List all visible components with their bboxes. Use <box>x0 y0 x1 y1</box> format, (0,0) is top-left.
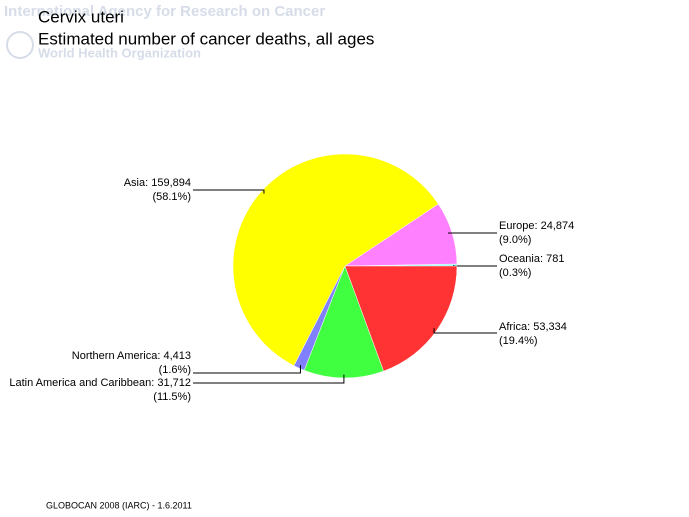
value-label: Europe: 24,874 <box>499 220 574 232</box>
leader-line <box>193 365 301 374</box>
value-label: Asia: 159,894 <box>124 177 191 189</box>
leader-line <box>448 232 497 234</box>
percent-label: (19.4%) <box>499 335 538 347</box>
value-label: Africa: 53,334 <box>499 321 567 333</box>
pie-slice <box>232 153 439 367</box>
footer: GLOBOCAN 2008 (IARC) - 1.6.2011 <box>46 500 192 510</box>
chart-title: Cervix uteri <box>38 7 124 26</box>
leader-line <box>453 265 497 267</box>
percent-label: (11.5%) <box>153 391 191 403</box>
percent-label: (0.3%) <box>499 267 531 279</box>
value-label: Latin America and Caribbean: 31,712 <box>9 377 191 389</box>
percent-label: (9.0%) <box>499 234 531 246</box>
value-label: Northern America: 4,413 <box>72 350 191 362</box>
leader-line <box>433 328 497 334</box>
leader-line <box>193 374 345 384</box>
watermark-line1: International Agency for Research on Can… <box>4 3 325 20</box>
watermark-line2: World Health Organization <box>38 45 201 60</box>
value-label: Oceania: 781 <box>499 253 564 265</box>
chart-subtitle: Estimated number of cancer deaths, all a… <box>38 29 374 48</box>
percent-label: (58.1%) <box>152 191 191 203</box>
pie-slice <box>344 265 458 372</box>
watermark-logo <box>6 31 34 59</box>
percent-label: (1.6%) <box>159 364 191 376</box>
leader-line <box>193 189 265 194</box>
